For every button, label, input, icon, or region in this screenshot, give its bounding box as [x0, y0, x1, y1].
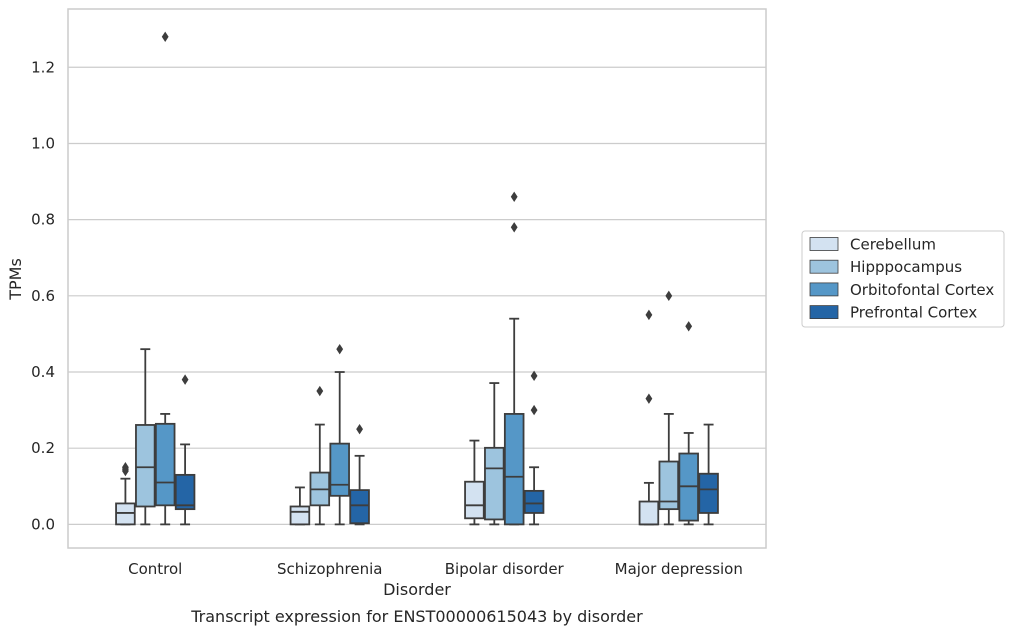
box-iqr	[638, 500, 660, 526]
legend-label: Orbitofontal Cortex	[850, 281, 994, 299]
x-axis-label: Disorder	[383, 580, 451, 599]
y-tick-label: 0.8	[31, 211, 55, 229]
box-iqr	[349, 489, 370, 525]
outlier-point	[510, 222, 518, 233]
outlier-point	[530, 370, 538, 382]
box	[289, 486, 311, 526]
x-tick-label: Bipolar disorder	[445, 560, 565, 578]
outlier-point	[356, 423, 363, 435]
box	[523, 370, 545, 526]
box	[329, 343, 350, 526]
outlier-point	[336, 343, 344, 355]
box-iqr	[115, 502, 136, 526]
box-iqr	[154, 422, 176, 507]
legend-label: Hipppocampus	[850, 258, 962, 276]
box	[309, 385, 331, 526]
outlier-point	[645, 393, 653, 404]
outlier-point	[530, 404, 538, 416]
y-tick-label: 1.2	[31, 58, 55, 76]
chart-caption: Transcript expression for ENST0000061504…	[190, 607, 643, 626]
x-tick-label: Major depression	[615, 560, 743, 578]
legend-swatch	[809, 282, 839, 297]
box	[698, 423, 719, 526]
x-tick-labels: Control Schizophrenia Bipolar disorder Majo…	[128, 560, 743, 578]
legend-swatch	[809, 305, 839, 320]
legend: Cerebellum Hipppocampus Orbitofontal Corte…	[801, 230, 1005, 328]
box	[349, 423, 370, 526]
box-iqr	[503, 413, 525, 526]
y-tick-label: 0.0	[31, 515, 55, 533]
y-tick-labels: 0.0 0.2 0.4 0.6 0.8 1.0 1.2	[31, 58, 55, 533]
box	[154, 31, 176, 526]
box	[503, 191, 525, 526]
outlier-point	[685, 321, 693, 332]
outlier-point	[181, 374, 189, 385]
box-iqr	[135, 424, 156, 508]
box	[484, 382, 505, 526]
legend-frame	[801, 230, 1005, 328]
box	[135, 348, 156, 526]
box-iqr	[523, 489, 545, 514]
legend-swatch	[809, 237, 839, 251]
box	[658, 290, 680, 526]
box	[115, 462, 136, 526]
y-axis-label: TPMs	[6, 258, 25, 301]
box-iqr	[289, 505, 311, 526]
legend-label: Prefrontal Cortex	[850, 304, 977, 322]
x-tick-label: Schizophrenia	[277, 560, 382, 578]
box-iqr	[329, 442, 350, 497]
box	[464, 439, 485, 526]
box	[678, 321, 699, 526]
box-plot-marks	[115, 31, 719, 526]
outlier-point	[510, 191, 518, 202]
outlier-point	[645, 309, 653, 321]
box-iqr	[658, 460, 680, 511]
y-tick-label: 0.6	[31, 287, 55, 305]
legend-swatch	[809, 259, 839, 274]
box-iqr	[484, 446, 505, 521]
outlier-point	[122, 462, 129, 473]
outlier-point	[161, 31, 169, 43]
x-tick-label: Control	[128, 560, 182, 578]
y-tick-label: 0.2	[31, 439, 55, 457]
outlier-point	[665, 290, 673, 302]
box	[174, 374, 196, 526]
outlier-point	[316, 385, 324, 397]
box-iqr	[174, 473, 196, 511]
y-tick-label: 0.4	[31, 363, 55, 381]
y-tick-label: 1.0	[31, 134, 55, 152]
legend-label: Cerebellum	[850, 236, 936, 254]
box-iqr	[698, 472, 719, 514]
box	[638, 309, 660, 526]
plot-frame	[67, 8, 767, 549]
box-iqr	[464, 480, 485, 520]
